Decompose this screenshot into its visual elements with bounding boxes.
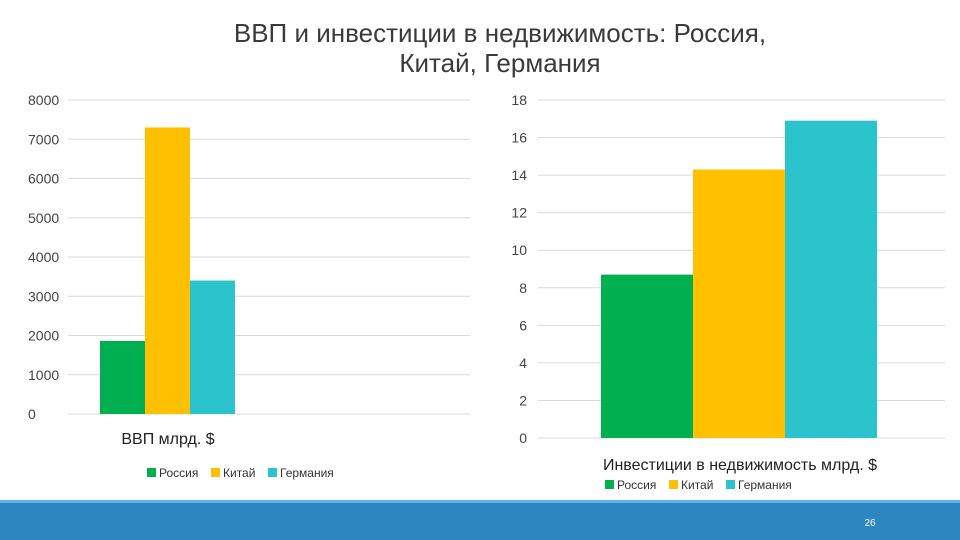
gdp-bar <box>145 127 190 414</box>
gdp-y-tick-label: 1000 <box>28 367 59 383</box>
investment-y-tick-label: 16 <box>511 130 527 146</box>
investment-bar <box>693 169 785 438</box>
investment-y-tick-label: 6 <box>519 317 527 333</box>
investment-y-tick-label: 12 <box>511 205 527 221</box>
investment-bar <box>785 120 877 439</box>
gdp-bar <box>190 280 235 414</box>
gdp-y-tick-label: 4000 <box>28 249 59 265</box>
page-number: 26 <box>864 518 876 529</box>
gdp-category-label: ВВП млрд. $ <box>121 431 214 448</box>
gdp-y-tick-label: 3000 <box>28 288 59 304</box>
investment-legend-swatch <box>669 480 678 489</box>
investment-legend-swatch <box>605 480 614 489</box>
investment-legend-label: Россия <box>617 478 656 492</box>
gdp-y-tick-label: 2000 <box>28 328 59 344</box>
gdp-legend-label: Россия <box>159 466 198 480</box>
gdp-y-tick-label: 0 <box>28 406 36 422</box>
gdp-legend-label: Китай <box>223 466 255 480</box>
investment-y-tick-label: 4 <box>519 355 527 371</box>
investment-chart: 0 2 4 6 8 10 12 14 16 18 Инвестиции в недвижимость… <box>511 92 945 492</box>
slide-title-line2: Китай, Германия <box>399 48 601 78</box>
investment-y-tick-label: 0 <box>519 430 527 446</box>
gdp-legend-swatch <box>268 468 277 477</box>
investment-legend-swatch <box>726 480 735 489</box>
investment-y-tick-label: 14 <box>511 167 527 183</box>
gdp-y-tick-label: 8000 <box>28 92 59 108</box>
investment-category-label: Инвестиции в недвижимость млрд. $ <box>603 457 877 474</box>
investment-legend-label: Китай <box>681 478 713 492</box>
investment-y-tick-label: 2 <box>519 392 527 408</box>
slide-title-line1: ВВП и инвестиции в недвижимость: Россия, <box>233 18 767 48</box>
gdp-y-tick-label: 7000 <box>28 131 59 147</box>
gdp-legend-swatch <box>211 468 220 477</box>
investment-y-tick-label: 10 <box>511 242 527 258</box>
gdp-y-tick-label: 6000 <box>28 171 59 187</box>
gdp-legend-swatch <box>147 468 156 477</box>
footer-bar <box>0 500 960 540</box>
gdp-y-tick-label: 5000 <box>28 210 59 226</box>
gdp-chart: 0 1000 2000 3000 4000 5000 6000 7000 8000 ВВП млр… <box>28 92 470 480</box>
slide-title: ВВП и инвестиции в недвижимость: Россия,… <box>200 18 800 78</box>
gdp-bar <box>100 340 145 414</box>
investment-y-tick-label: 8 <box>519 280 527 296</box>
investment-bar <box>601 274 693 438</box>
investment-legend-label: Германия <box>738 478 792 492</box>
gdp-legend-label: Германия <box>280 466 334 480</box>
investment-y-tick-label: 18 <box>511 92 527 108</box>
